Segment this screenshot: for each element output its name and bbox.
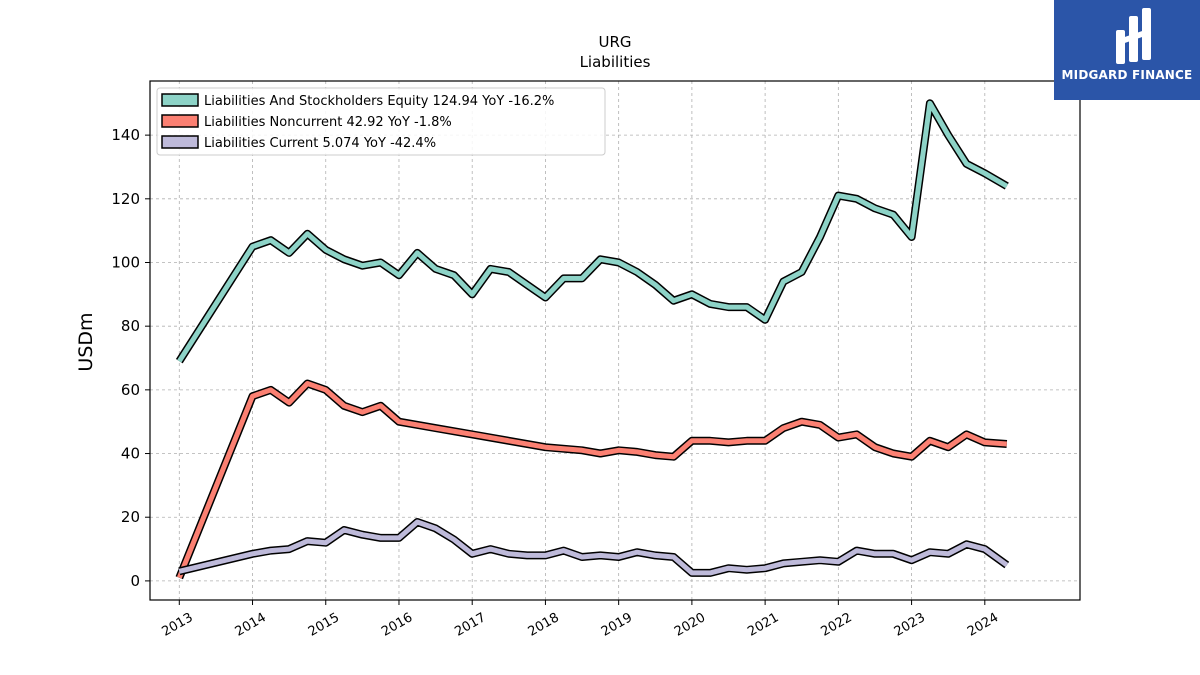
- x-tick-label: 2024: [965, 610, 1001, 640]
- y-tick-label: 40: [121, 445, 140, 463]
- series-line-1: [176, 381, 1007, 579]
- x-tick-label: 2022: [819, 610, 855, 640]
- series-layer: [175, 99, 1010, 580]
- y-tick-label: 140: [111, 126, 140, 144]
- y-tick-label: 60: [121, 381, 140, 399]
- legend-swatch-1: [161, 114, 199, 128]
- y-axis-label: USDm: [75, 312, 97, 371]
- grid: [150, 81, 1080, 600]
- legend: Liabilities And Stockholders Equity 124.…: [156, 87, 606, 156]
- x-tick-label: 2016: [379, 610, 415, 640]
- series-outline-1: [175, 379, 1008, 580]
- legend-box: [156, 87, 606, 156]
- x-tick-label: 2021: [745, 610, 781, 640]
- y-tick-label: 100: [111, 253, 140, 271]
- y-tick-label: 0: [130, 572, 140, 590]
- plot-frame: [149, 80, 1081, 601]
- chart-subtitle: Liabilities: [580, 53, 651, 71]
- logo-text: MIDGARD FINANCE: [1061, 68, 1193, 82]
- series-line-0: [177, 100, 1009, 363]
- x-tick-label: 2018: [526, 610, 562, 640]
- logo: MIDGARD FINANCE: [1054, 0, 1200, 100]
- x-tick-label: 2014: [233, 610, 269, 640]
- y-tick-label: 120: [111, 190, 140, 208]
- chart-title: URG: [598, 33, 631, 51]
- legend-swatch-0: [161, 93, 199, 107]
- y-tick-label: 20: [121, 508, 140, 526]
- y-tick-label: 80: [121, 317, 140, 335]
- legend-label-0: Liabilities And Stockholders Equity 124.…: [204, 94, 554, 109]
- series-outline-2: [178, 518, 1010, 577]
- x-tick-label: 2017: [452, 610, 488, 640]
- x-tick-label: 2015: [306, 610, 342, 640]
- legend-label-2: Liabilities Current 5.074 YoY -42.4%: [204, 136, 436, 151]
- x-tick-label: 2023: [892, 610, 928, 640]
- x-tick-label: 2019: [599, 610, 635, 640]
- x-tick-label: 2020: [672, 610, 708, 640]
- x-tick-label: 2013: [159, 610, 195, 640]
- logo-mark-icon: [1116, 8, 1151, 64]
- series-line-2: [178, 519, 1009, 576]
- legend-label-1: Liabilities Noncurrent 42.92 YoY -1.8%: [204, 115, 452, 130]
- legend-swatch-2: [161, 135, 199, 149]
